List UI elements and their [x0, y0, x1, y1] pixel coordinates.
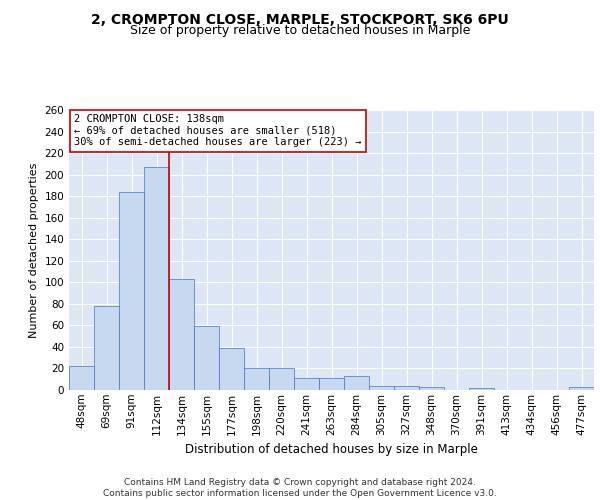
Bar [269, 368, 294, 390]
Text: Contains HM Land Registry data © Crown copyright and database right 2024.
Contai: Contains HM Land Registry data © Crown c… [103, 478, 497, 498]
Bar [244, 368, 269, 390]
Text: Size of property relative to detached houses in Marple: Size of property relative to detached ho… [130, 24, 470, 37]
Bar [119, 192, 144, 390]
Text: 2, CROMPTON CLOSE, MARPLE, STOCKPORT, SK6 6PU: 2, CROMPTON CLOSE, MARPLE, STOCKPORT, SK… [91, 12, 509, 26]
Bar [144, 167, 169, 390]
Bar [69, 366, 94, 390]
X-axis label: Distribution of detached houses by size in Marple: Distribution of detached houses by size … [185, 443, 478, 456]
Bar [94, 306, 119, 390]
Bar [169, 279, 194, 390]
Bar [194, 326, 219, 390]
Bar [419, 387, 444, 390]
Bar [394, 386, 419, 390]
Bar [219, 348, 244, 390]
Text: 2 CROMPTON CLOSE: 138sqm
← 69% of detached houses are smaller (518)
30% of semi-: 2 CROMPTON CLOSE: 138sqm ← 69% of detach… [74, 114, 362, 148]
Y-axis label: Number of detached properties: Number of detached properties [29, 162, 39, 338]
Bar [569, 387, 594, 390]
Bar [369, 386, 394, 390]
Bar [319, 378, 344, 390]
Bar [469, 388, 494, 390]
Bar [344, 376, 369, 390]
Bar [294, 378, 319, 390]
